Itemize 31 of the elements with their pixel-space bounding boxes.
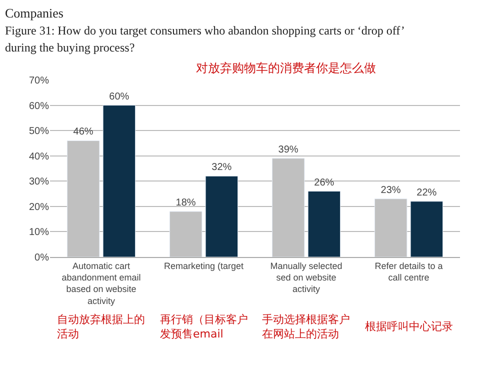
text: 26% [314, 177, 334, 188]
text: 46% [73, 126, 94, 138]
y-tick-label: 60% [28, 100, 50, 112]
bar [205, 176, 238, 257]
y-tick-label: 50% [28, 126, 50, 138]
text: 再行销（目标客户发预售email [160, 313, 248, 340]
y-tick-label: 20% [28, 202, 50, 213]
x-tick-label: Remarketing (target [164, 260, 244, 271]
text: 32% [212, 162, 232, 174]
y-tick-label: 30% [28, 176, 50, 188]
x-tick-label: Manually selected sed on website activity [270, 260, 342, 294]
text: 手动选择根据客户在网站上的活动 [262, 313, 350, 340]
text: 60% [109, 91, 130, 102]
text: 自动放弃根据上的活动 [57, 313, 145, 340]
x-tick-label: Refer details to a call centre [374, 260, 443, 282]
text: 39% [278, 144, 298, 156]
text: 22% [416, 187, 437, 198]
bar [308, 191, 341, 257]
chart-subtitle: Figure 31: How do you target consumers who abandon shopping carts or ‘drop off’ during the buying process? [5, 24, 405, 54]
text: 对放弃购物车的消费者你是怎么做 [196, 61, 376, 75]
bar [102, 105, 136, 257]
chart-title: Companies [5, 6, 64, 21]
text: 18% [176, 197, 196, 208]
text: 根据呼叫中心记录 [365, 320, 453, 333]
x-tick-label: Automatic cart abandonment email based on website activity [62, 260, 141, 306]
y-tick-label: 70% [28, 76, 50, 86]
y-tick-label: 0% [34, 252, 50, 264]
bar [410, 201, 444, 257]
y-tick-label: 40% [28, 151, 50, 162]
text: 23% [380, 184, 401, 196]
y-tick-label: 10% [28, 227, 50, 238]
